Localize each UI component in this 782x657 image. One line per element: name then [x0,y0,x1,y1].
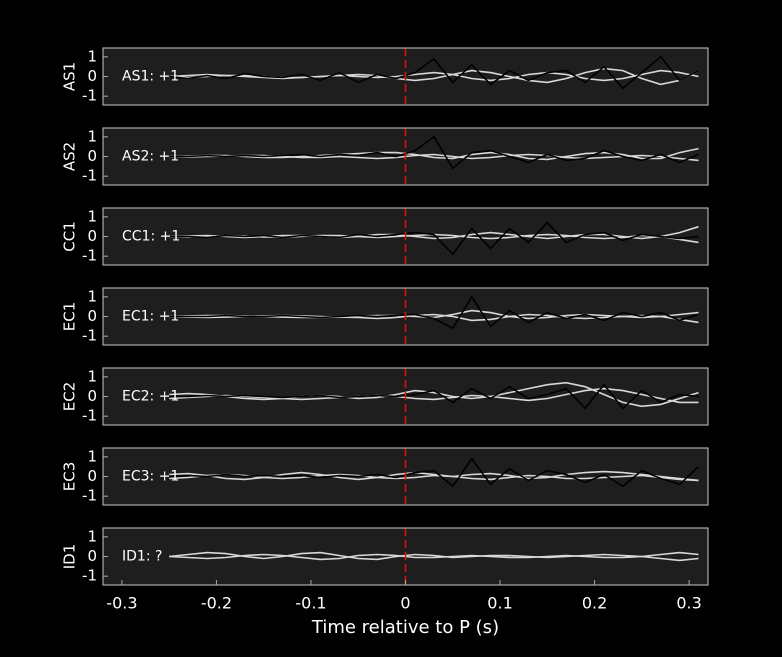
y-tick-label: -1 [82,167,97,185]
trace [169,135,699,170]
annotation: ID1: ? [122,549,162,565]
x-tick-label: 0 [400,594,410,613]
y-tick-label: -1 [82,487,97,505]
plot-frame [102,127,709,186]
trace [169,473,699,482]
annotation: EC1: +1 [122,309,179,325]
annotation: AS2: +1 [122,149,179,165]
trace [169,221,699,256]
x-tick-label: 0.3 [676,594,701,613]
y-tick-label: -1 [82,567,97,585]
y-tick-label: 1 [87,287,97,305]
y-tick-label: -1 [82,87,97,105]
y-tick-label: 0 [87,227,97,245]
plot-frame [102,367,709,426]
y-tick-label: -1 [82,407,97,425]
trace [169,387,699,404]
plot-frame [102,47,709,106]
x-tick-label: -0.2 [201,594,232,613]
trace [169,457,700,488]
y-axis-label: EC3 [61,462,79,492]
x-tick-label: -0.3 [106,594,137,613]
x-tick-label: 0.2 [582,594,607,613]
y-tick-label: 1 [87,127,97,145]
y-tick-label: 0 [87,547,97,565]
trace [169,470,699,482]
annotation: EC3: +1 [122,469,179,485]
y-axis-label: EC2 [61,382,79,412]
y-tick-label: 1 [87,527,97,545]
y-tick-label: 0 [87,307,97,325]
annotation: EC2: +1 [122,389,179,405]
y-axis-label: EC1 [61,302,79,332]
y-axis-label: AS1 [61,62,79,91]
y-tick-label: 1 [87,47,97,65]
trace [169,381,699,408]
plot-frame [102,207,709,266]
y-tick-label: 1 [87,367,97,385]
y-tick-label: 0 [87,147,97,165]
y-axis-label: CC1 [61,221,79,252]
trace [169,383,699,410]
x-tick-label: -0.1 [295,594,326,613]
trace [169,67,699,86]
trace [169,295,699,330]
trace [169,55,699,90]
annotation: CC1: +1 [122,229,180,245]
x-tick-label: 0.1 [487,594,512,613]
y-tick-label: -1 [82,327,97,345]
trace [169,551,699,561]
x-axis-label: Time relative to P (s) [311,617,499,638]
y-tick-label: 1 [87,207,97,225]
y-tick-label: 1 [87,447,97,465]
y-tick-label: 0 [87,67,97,85]
annotation: AS1: +1 [122,69,179,85]
y-axis-label: ID1 [61,544,79,570]
plot-frame [102,287,709,346]
trace [169,553,699,562]
y-tick-label: 0 [87,467,97,485]
y-axis-label: AS2 [61,142,79,171]
plot-frame [102,447,709,506]
y-tick-label: -1 [82,247,97,265]
y-tick-label: 0 [87,387,97,405]
